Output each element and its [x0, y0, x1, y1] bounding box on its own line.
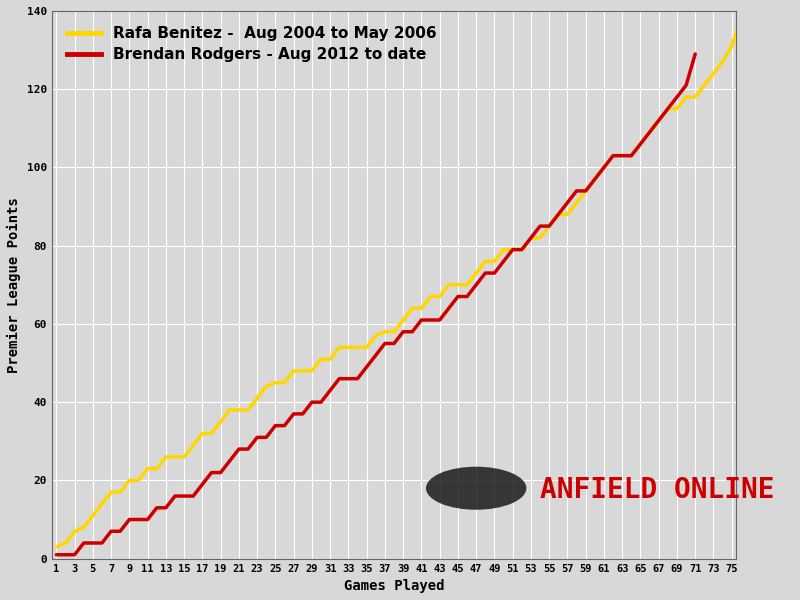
Y-axis label: Premier League Points: Premier League Points	[7, 197, 21, 373]
Circle shape	[426, 467, 526, 510]
X-axis label: Games Played: Games Played	[344, 579, 444, 593]
Legend: Rafa Benitez -  Aug 2004 to May 2006, Brendan Rodgers - Aug 2012 to date: Rafa Benitez - Aug 2004 to May 2006, Bre…	[59, 19, 444, 70]
Text: ANFIELD ONLINE: ANFIELD ONLINE	[540, 476, 774, 504]
